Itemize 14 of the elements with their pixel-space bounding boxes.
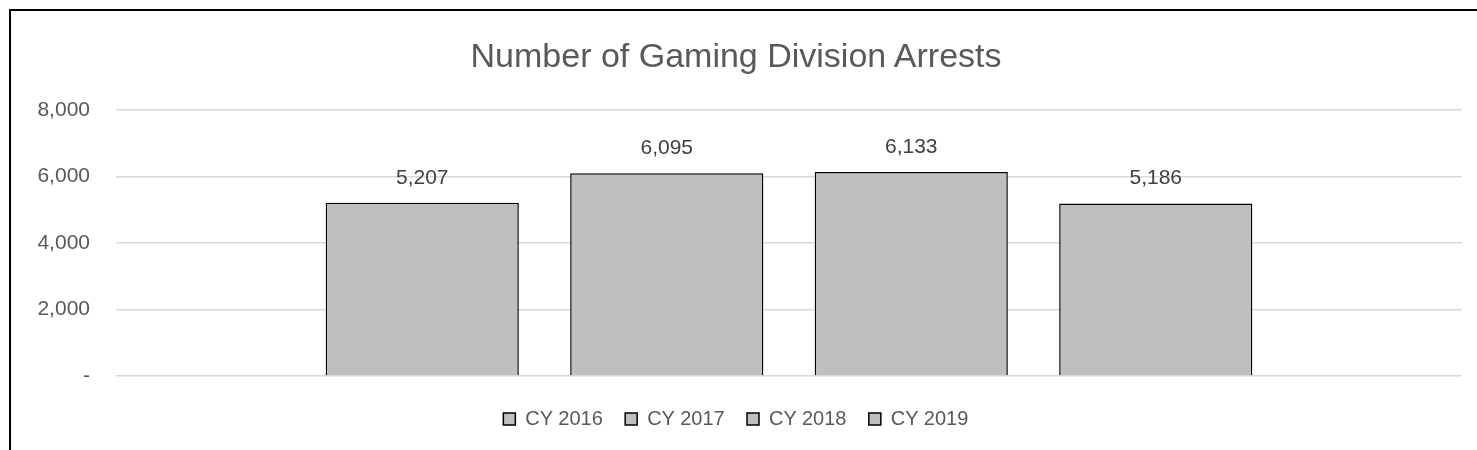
y-tick-label: - — [83, 362, 90, 386]
chart-title: Number of Gaming Division Arrests — [470, 35, 1002, 74]
data-label: 5,207 — [395, 164, 449, 188]
legend-label: CY 2018 — [769, 406, 847, 429]
y-tick-label: 2,000 — [37, 296, 90, 320]
data-label: 6,095 — [640, 134, 694, 158]
y-tick-label: 4,000 — [37, 229, 90, 253]
data-label: 5,186 — [1129, 165, 1183, 189]
legend-label: CY 2017 — [647, 406, 725, 429]
data-label: 6,133 — [884, 133, 938, 157]
y-tick-label: 8,000 — [37, 96, 90, 120]
legend-label: CY 2016 — [525, 406, 603, 429]
y-tick-label: 6,000 — [37, 163, 90, 187]
legend-label: CY 2019 — [890, 406, 969, 429]
